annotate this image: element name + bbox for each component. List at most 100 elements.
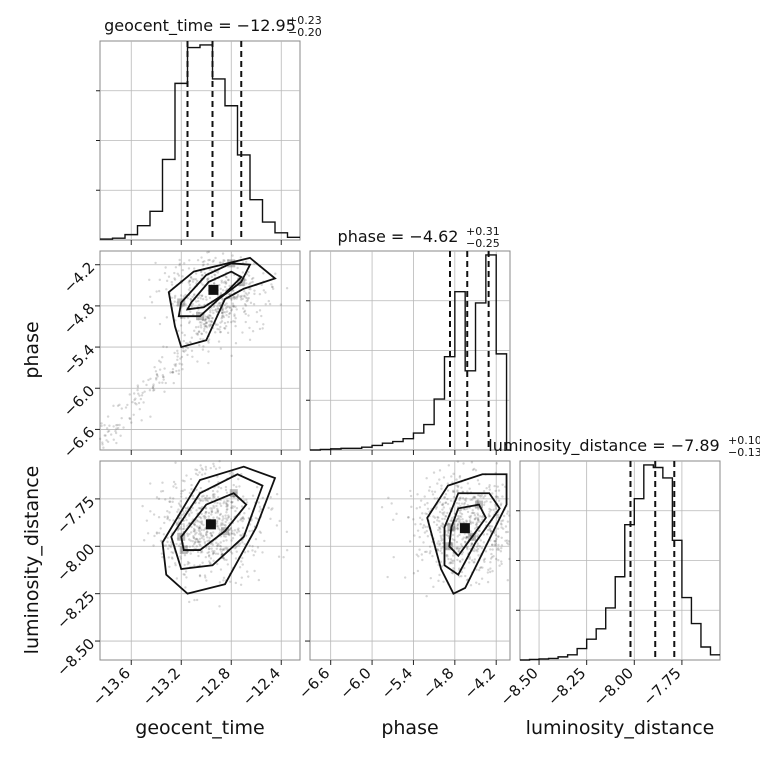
scatter-point xyxy=(500,519,503,523)
scatter-point xyxy=(181,479,185,482)
contour-level xyxy=(170,473,264,571)
scatter-point xyxy=(183,488,186,492)
scatter-point xyxy=(438,469,442,472)
scatter-point xyxy=(218,581,222,584)
scatter-point xyxy=(232,483,235,487)
scatter-point xyxy=(216,307,220,310)
scatter-point xyxy=(195,519,199,522)
scatter-point xyxy=(206,551,209,555)
x-tick-label: −4.8 xyxy=(419,664,457,702)
scatter-point xyxy=(257,501,261,504)
scatter-point xyxy=(211,309,214,312)
scatter-point xyxy=(240,517,244,520)
x-tick-label: −12.4 xyxy=(239,664,284,709)
scatter-point xyxy=(466,507,469,510)
scatter-point xyxy=(225,302,228,305)
scatter-point xyxy=(222,535,226,538)
scatter-point xyxy=(142,380,145,383)
title-geocent-time-sub: −0.20 xyxy=(288,26,322,39)
scatter-point xyxy=(106,430,110,433)
scatter-point xyxy=(470,542,474,545)
scatter-point xyxy=(197,299,200,303)
scatter-point xyxy=(452,472,455,476)
scatter-point xyxy=(441,503,444,507)
scatter-point xyxy=(494,542,497,545)
scatter-point xyxy=(459,515,463,518)
scatter-point xyxy=(239,518,242,522)
scatter-point xyxy=(208,560,211,563)
scatter-point xyxy=(456,528,460,531)
scatter-point xyxy=(221,308,225,312)
scatter-point xyxy=(198,499,202,502)
scatter-point xyxy=(437,528,440,532)
scatter-point xyxy=(184,349,187,352)
scatter-point xyxy=(415,553,419,556)
scatter-point xyxy=(475,525,478,529)
scatter-point xyxy=(255,320,259,323)
scatter-point xyxy=(251,280,254,284)
scatter-point xyxy=(212,551,215,555)
scatter-point xyxy=(426,501,429,505)
scatter-point xyxy=(475,535,479,538)
scatter-point xyxy=(205,321,209,324)
scatter-point xyxy=(443,511,446,514)
scatter-point xyxy=(500,562,503,566)
scatter-point xyxy=(186,534,189,537)
scatter-point xyxy=(200,520,204,523)
scatter-point xyxy=(435,523,439,526)
scatter-point xyxy=(210,547,213,550)
scatter-point xyxy=(166,517,169,521)
scatter-point xyxy=(199,515,202,519)
scatter-point xyxy=(285,287,289,290)
scatter-point xyxy=(184,509,188,513)
scatter-point xyxy=(223,259,226,263)
scatter-point xyxy=(241,519,244,523)
scatter-point xyxy=(482,558,486,562)
scatter-point xyxy=(221,252,225,255)
scatter-point xyxy=(155,532,159,535)
scatter-point xyxy=(203,472,207,475)
scatter-point xyxy=(444,515,448,518)
scatter-point xyxy=(478,529,481,533)
scatter-point xyxy=(218,301,221,305)
scatter-point xyxy=(456,517,460,521)
scatter-point xyxy=(222,539,225,543)
scatter-point xyxy=(216,490,219,493)
scatter-point xyxy=(194,468,197,471)
density-peak-cell xyxy=(205,519,216,530)
scatter-point xyxy=(473,558,477,561)
scatter-point xyxy=(202,528,206,532)
scatter-point xyxy=(489,561,492,564)
scatter-point xyxy=(205,496,208,500)
scatter-point xyxy=(188,514,191,517)
scatter-point xyxy=(183,512,186,515)
scatter-point xyxy=(460,512,464,516)
histogram-step-line xyxy=(520,464,720,661)
scatter-point xyxy=(201,264,205,267)
scatter-point xyxy=(206,530,209,534)
scatter-point xyxy=(482,533,485,536)
scatter-point xyxy=(226,547,229,550)
contour-level xyxy=(426,473,508,595)
scatter-point xyxy=(488,524,492,528)
scatter-point xyxy=(455,546,458,550)
scatter-point xyxy=(258,510,261,513)
scatter-point xyxy=(216,511,220,514)
title-luminosity-sup: +0.10 xyxy=(728,434,760,447)
scatter-point xyxy=(157,497,161,501)
scatter-point xyxy=(212,282,216,285)
scatter-point xyxy=(434,507,438,510)
scatter-point xyxy=(483,557,487,560)
scatter-point xyxy=(451,537,454,541)
scatter-point xyxy=(499,550,503,553)
scatter-point xyxy=(200,522,204,526)
scatter-point xyxy=(175,542,178,546)
scatter-point xyxy=(179,557,183,560)
scatter-point xyxy=(275,492,279,496)
scatter-point xyxy=(254,550,257,553)
scatter-point xyxy=(210,275,214,279)
scatter-point xyxy=(223,321,227,325)
scatter-point xyxy=(247,507,251,510)
scatter-point xyxy=(247,516,250,520)
scatter-point xyxy=(423,550,427,554)
